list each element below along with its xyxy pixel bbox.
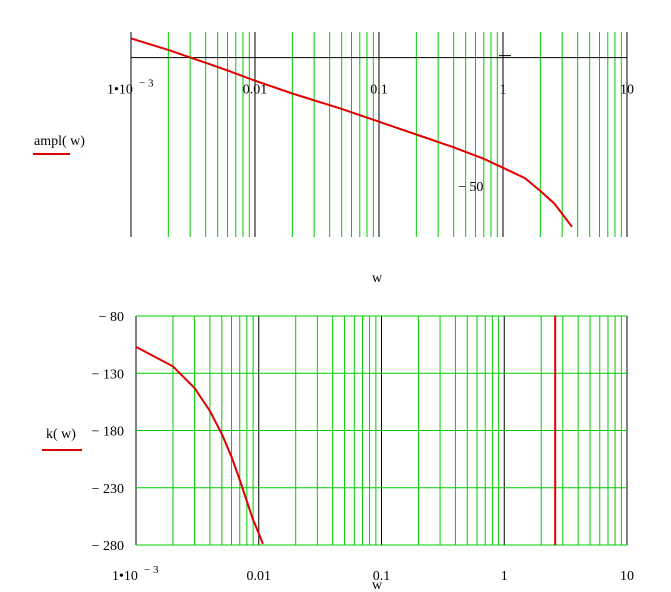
y-tick-label: − 280 [92,539,124,554]
bottom-grid [135,315,628,546]
x-tick-label: 10 [620,83,634,98]
bottom-x-tick-labels: 1•10 − 3 0.01 0.1 1 10 [112,564,634,584]
bottom-x-axis-label: w [372,578,383,592]
y-tick-label: − 130 [92,367,124,382]
ampl-series-line [130,37,573,228]
x-tick-label: 1 [501,569,508,584]
k-series-line [135,346,264,545]
x-tick-label: 0.01 [247,569,272,584]
top-chart: 1•10 − 3 0.01 0.1 1 10 − 50 w ampl( w) [33,32,634,286]
y-tick-label: − 80 [99,310,124,325]
x-tick-label: 1 [500,83,507,98]
top-legend-label: ampl( w) [34,134,85,149]
x-tick-label: 1•10 [112,569,138,584]
top-x-tick-labels: 1•10 − 3 0.01 0.1 1 10 [107,78,634,98]
bottom-series [135,316,557,545]
bottom-y-tick-labels: − 80 − 130 − 180 − 230 − 280 [92,310,124,554]
bottom-chart: − 80− 130− 180− 230− 280 1•10− 3 0.01 0.1 1… [42,310,634,592]
top-series [130,37,573,228]
top-grid [130,32,628,237]
x-tick-exponent: − 3 [139,78,154,90]
x-tick-label: 0.1 [370,83,388,98]
x-tick-label: 0.1 [373,569,391,584]
bottom-legend-label: k( w) [46,427,76,442]
x-tick-label: 10 [620,569,634,584]
x-tick-label: 0.01 [243,83,268,98]
y-tick-label: − 230 [92,482,124,497]
top-y-tick-label: − 50 [458,180,483,195]
y-tick-label: − 180 [92,425,124,440]
x-tick-label: 1•10 [107,83,133,98]
top-x-axis-label: w [372,271,383,286]
x-tick-exponent: − 3 [144,564,159,576]
